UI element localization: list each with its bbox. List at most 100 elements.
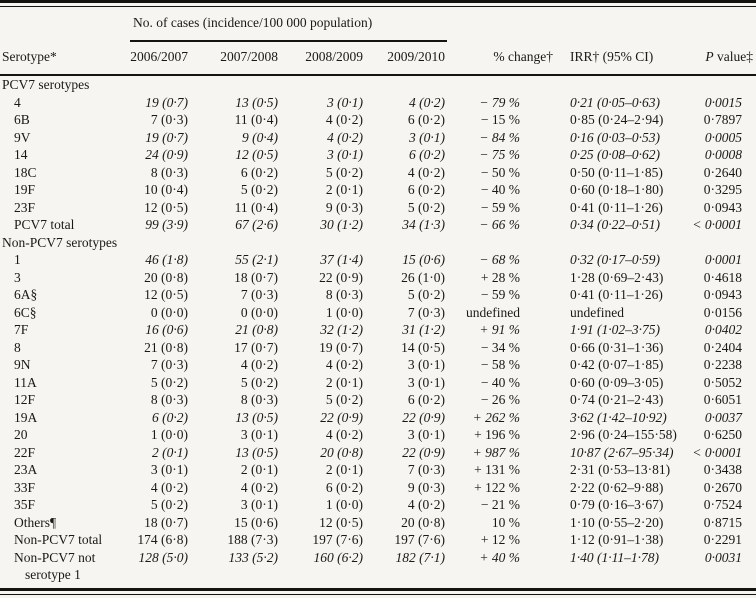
irr-ci-cell: 0·60 (0·18–1·80) xyxy=(570,182,664,197)
table-row: PCV7 total 99 (3·9) 67 (2·6) 30 (1·2) 34 (1·… xyxy=(0,216,756,234)
cases-cell-year-1: 19 (0·7) xyxy=(145,129,188,145)
section-header-row: Non-PCV7 serotypes xyxy=(0,234,756,252)
cases-cell-year-2: 13 (0·5) xyxy=(235,94,278,110)
cases-cell-year-3: 2 (0·1) xyxy=(325,182,363,197)
cases-cell-year-2: 21 (0·8) xyxy=(235,322,278,337)
cases-cell-year-4: 9 (0·3) xyxy=(407,479,445,495)
pct-change-cell: − 40 % xyxy=(480,374,520,390)
serotype-cell: 18C xyxy=(14,164,37,180)
p-value-cell: 0·6250 xyxy=(703,427,742,442)
cases-cell-year-4: 34 (1·3) xyxy=(402,217,445,232)
serotype-cell: 4 xyxy=(14,94,21,110)
serotype-cell: 20 xyxy=(14,427,28,442)
table-row: 7F 16 (0·6) 21 (0·8) 32 (1·2) 31 (1·2) + 91 %… xyxy=(0,321,756,339)
cases-cell-year-2: 2 (0·1) xyxy=(240,462,278,477)
irr-ci-cell: 0·74 (0·21–2·43) xyxy=(570,392,664,407)
serotype-label-line1: Non-PCV7 not xyxy=(14,549,96,565)
cases-cell-year-1: 46 (1·8) xyxy=(145,252,188,267)
p-value-cell: 0·0031 xyxy=(704,549,742,565)
cases-cell-year-2: 13 (0·5) xyxy=(235,444,278,460)
col-header-pct-change: % change† xyxy=(447,40,555,76)
irr-ci-cell: undefined xyxy=(570,304,624,320)
cases-cell-year-3: 12 (0·5) xyxy=(319,514,363,530)
irr-ci-cell: 0·50 (0·11–1·85) xyxy=(570,164,663,180)
p-value-cell: 0·4618 xyxy=(703,269,742,285)
col-header-irr-ci: IRR† (95% CI) xyxy=(555,40,675,76)
serotype-cell: Others¶ xyxy=(14,514,57,530)
serotype-cell: 33F xyxy=(14,479,36,495)
cases-cell-year-4: 15 (0·6) xyxy=(402,252,445,267)
cases-cell-year-2: 6 (0·2) xyxy=(240,164,278,180)
pct-change-cell: − 50 % xyxy=(480,164,520,180)
p-value-cell: 0·0001 xyxy=(704,252,742,267)
cases-cell-year-4: 14 (0·5) xyxy=(401,339,445,355)
irr-ci-cell: 0·16 (0·03–0·53) xyxy=(570,129,660,145)
serotype-cell: 7F xyxy=(14,322,29,337)
spanner-spacer-right xyxy=(447,7,756,41)
cases-cell-year-3: 1 (0·0) xyxy=(325,304,363,320)
cases-cell-year-4: 26 (1·0) xyxy=(401,269,445,285)
serotype-cell: 3 xyxy=(14,269,21,285)
table-row: Non-PCV7 not serotype 1 128 (5·0) 133 (5·2)… xyxy=(0,549,756,584)
cases-cell-year-1: 2 (0·1) xyxy=(152,444,188,460)
cases-cell-year-1: 20 (0·8) xyxy=(144,269,188,285)
table-row: 33F 4 (0·2) 4 (0·2) 6 (0·2) 9 (0·3) + 122 % 2·… xyxy=(0,479,756,497)
pct-change-cell: + 262 % xyxy=(472,409,520,425)
cases-cell-year-4: 6 (0·2) xyxy=(409,147,445,162)
table-row: 6C§ 0 (0·0) 0 (0·0) 1 (0·0) 7 (0·3) undefined… xyxy=(0,304,756,322)
cases-cell-year-1: 8 (0·3) xyxy=(150,164,188,180)
table-top-rule-thick xyxy=(0,0,756,3)
cases-cell-year-3: 4 (0·2) xyxy=(325,112,363,127)
table-top-rule-thin xyxy=(0,6,756,7)
cases-cell-year-3: 37 (1·4) xyxy=(320,252,363,267)
col-header-2008-2009: 2008/2009 xyxy=(280,40,365,76)
irr-ci-cell: 0·66 (0·31–1·36) xyxy=(570,339,664,355)
col-header-serotype: Serotype* xyxy=(0,40,130,76)
spanner-spacer-left xyxy=(0,7,130,41)
p-value-cell: 0·2640 xyxy=(703,164,742,180)
cases-cell-year-2: 133 (5·2) xyxy=(228,549,279,565)
table-row: 12F 8 (0·3) 8 (0·3) 5 (0·2) 6 (0·2) − 26 % 0·7… xyxy=(0,391,756,409)
table-row: 1 46 (1·8) 55 (2·1) 37 (1·4) 15 (0·6) − 68 % 0… xyxy=(0,251,756,269)
cases-cell-year-2: 9 (0·4) xyxy=(242,129,278,145)
serotype-cell: 19A xyxy=(14,409,38,425)
cases-cell-year-2: 4 (0·2) xyxy=(240,357,278,372)
cases-cell-year-3: 2 (0·1) xyxy=(325,462,363,477)
pct-change-cell: − 40 % xyxy=(480,182,520,197)
cases-cell-year-4: 182 (7·1) xyxy=(395,549,446,565)
cases-cell-year-1: 16 (0·6) xyxy=(145,322,188,337)
pct-change-cell: − 59 % xyxy=(480,287,520,302)
p-value-cell: 0·0943 xyxy=(703,199,742,215)
irr-ci-cell: 0·25 (0·08–0·62) xyxy=(570,147,660,162)
pct-change-cell: − 34 % xyxy=(480,339,520,355)
irr-ci-cell: 1·28 (0·69–2·43) xyxy=(570,269,664,285)
column-header-row: Serotype* 2006/2007 2007/2008 2008/2009 … xyxy=(0,40,756,76)
cases-cell-year-1: 5 (0·2) xyxy=(150,497,188,512)
cases-cell-year-4: 4 (0·2) xyxy=(407,497,445,512)
cases-cell-year-1: 4 (0·2) xyxy=(150,479,188,495)
cases-cell-year-2: 3 (0·1) xyxy=(240,497,278,512)
table-row: 4 19 (0·7) 13 (0·5) 3 (0·1) 4 (0·2) − 79 % 0·2… xyxy=(0,94,756,112)
p-value-cell: < 0·0001 xyxy=(692,217,742,232)
cases-cell-year-1: 24 (0·9) xyxy=(145,147,188,162)
irr-ci-cell: 10·87 (2·67–95·34) xyxy=(570,444,674,460)
p-value-cell: 0·0156 xyxy=(703,304,742,320)
p-value-cell: 0·0008 xyxy=(704,147,742,162)
col-header-p-value: P value‡ xyxy=(675,40,756,76)
irr-ci-cell: 0·34 (0·22–0·51) xyxy=(570,217,660,232)
cases-cell-year-2: 12 (0·5) xyxy=(235,147,278,162)
serotype-cell: 8 xyxy=(14,339,21,355)
cases-cell-year-4: 3 (0·1) xyxy=(407,427,445,442)
serotype-cell: 6B xyxy=(14,112,30,127)
cases-cell-year-2: 15 (0·6) xyxy=(234,514,278,530)
cases-cell-year-4: 6 (0·2) xyxy=(407,112,445,127)
cases-cell-year-1: 12 (0·5) xyxy=(144,199,188,215)
cases-cell-year-2: 5 (0·2) xyxy=(240,374,278,390)
spanner-row: No. of cases (incidence/100 000 populati… xyxy=(0,7,756,42)
cases-spanner-heading: No. of cases (incidence/100 000 populati… xyxy=(130,7,447,42)
p-value-cell: 0·7524 xyxy=(703,497,742,512)
cases-cell-year-4: 22 (0·9) xyxy=(402,444,445,460)
cases-cell-year-2: 188 (7·3) xyxy=(227,532,278,547)
p-value-cell: 0·0402 xyxy=(704,322,742,337)
cases-cell-year-1: 0 (0·0) xyxy=(150,304,188,320)
